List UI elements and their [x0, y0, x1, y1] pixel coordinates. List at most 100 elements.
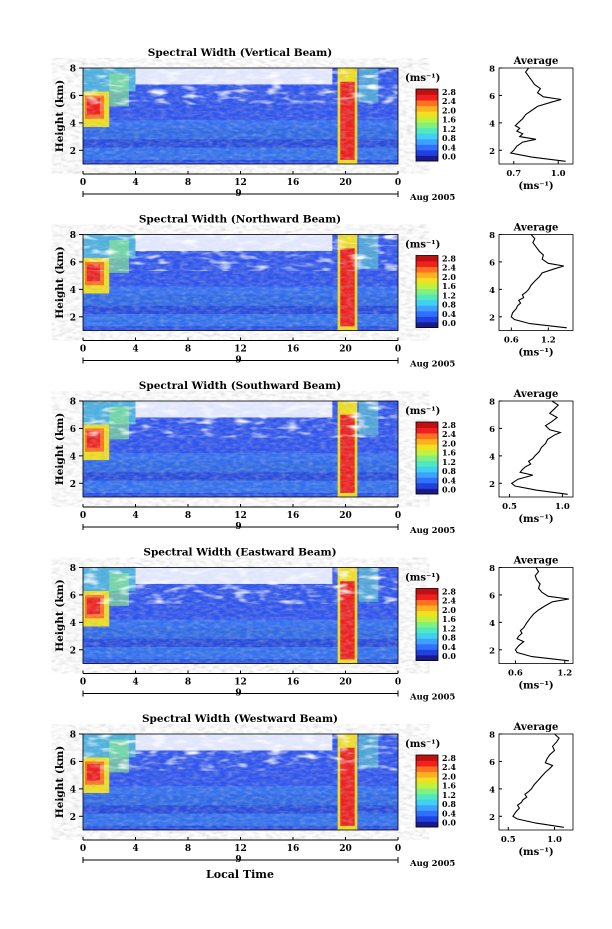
profile-plot: Average 2 4 6 8 0.7 1.0 (ms⁻¹) — [489, 56, 574, 192]
colorbar-tick-label: 0.8 — [442, 799, 456, 809]
colorbar-tick-label: 2.4 — [442, 429, 456, 439]
y-axis-label: Height (km) — [54, 80, 66, 152]
y-tick-label: 6 — [70, 425, 76, 435]
colorbar-swatch — [416, 810, 438, 817]
x-tick-label: 4 — [132, 178, 138, 188]
date-label: 9 — [235, 189, 241, 199]
colorbar-swatch — [416, 610, 438, 617]
colorbar: 2.82.42.01.61.20.80.40.0 — [415, 420, 456, 495]
colorbar-swatch — [416, 760, 438, 767]
colorbar-swatch — [416, 477, 438, 484]
x-axis-label: Local Time — [206, 868, 274, 881]
profile-unit-label: (ms⁻¹) — [518, 847, 553, 858]
x-tick-label: 8 — [185, 678, 191, 688]
profile-frame — [498, 567, 574, 664]
colorbar-tick-label: 1.2 — [442, 290, 456, 300]
colorbar-tick-label: 2.0 — [442, 771, 456, 781]
colorbar-tick-label: 2.8 — [442, 87, 456, 97]
panel-title: Spectral Width (Westward Beam) — [142, 713, 338, 725]
colorbar-tick-label: 2.8 — [442, 254, 456, 264]
colorbar: 2.82.42.01.61.20.80.40.0 — [415, 753, 456, 828]
colorbar-tick-label: 0.0 — [442, 485, 456, 495]
colorbar-swatch — [416, 616, 438, 623]
profile-unit-label: (ms⁻¹) — [518, 681, 553, 692]
profile-x-tick-label: 1.0 — [555, 502, 570, 512]
profile-line — [512, 733, 564, 828]
profile-y-tick-label: 4 — [489, 452, 495, 462]
colorbar-swatch — [416, 277, 438, 284]
panel-3: Spectral Width (Southward Beam) 2 4 6 8 Heigh… — [54, 380, 574, 536]
profile-y-tick-label: 4 — [489, 119, 495, 129]
colorbar-swatch — [416, 122, 438, 129]
profile-x-tick-label: 0.5 — [501, 835, 516, 845]
panel-5: Spectral Width (Westward Beam) 2 4 6 8 Height… — [54, 713, 574, 869]
profile-y-tick-label: 4 — [489, 619, 495, 629]
colorbar-tick-label: 0.0 — [442, 818, 456, 828]
colorbar-tick-label: 1.2 — [442, 124, 456, 134]
upper-gap — [135, 234, 333, 251]
y-axis-label: Height (km) — [54, 413, 66, 485]
colorbar-swatch — [416, 627, 438, 634]
profile-y-tick-label: 2 — [489, 646, 495, 656]
x-tick-label: 0 — [395, 511, 401, 521]
heatmap — [82, 733, 399, 831]
heatmap — [82, 400, 399, 498]
colorbar-swatch — [416, 777, 438, 784]
profile-frame — [498, 234, 574, 331]
colorbar-tick-label: 1.6 — [442, 781, 456, 791]
colorbar-swatch — [416, 116, 438, 123]
heatmap-frame — [82, 733, 399, 831]
profile-title: Average — [513, 722, 559, 733]
heatmap — [82, 67, 399, 165]
x-tick-label: 8 — [185, 511, 191, 521]
month-label: Aug 2005 — [409, 693, 455, 703]
x-tick-label: 16 — [287, 178, 300, 188]
y-tick-label: 4 — [70, 119, 76, 129]
y-tick-label: 2 — [70, 813, 76, 823]
colorbar-tick-label: 1.6 — [442, 281, 456, 291]
colorbar-tick-label: 0.4 — [442, 309, 456, 319]
colorbar-swatch — [416, 100, 438, 107]
upper-gap — [135, 567, 333, 584]
colorbar-unit: (ms⁻¹) — [405, 406, 440, 417]
colorbar-tick-label: 1.6 — [442, 448, 456, 458]
colorbar-swatch — [416, 266, 438, 273]
profile-y-tick-label: 8 — [489, 65, 495, 75]
colorbar-swatch — [416, 105, 438, 112]
colorbar-swatch — [416, 111, 438, 118]
colorbar-swatch — [416, 488, 438, 495]
colorbar-tick-label: 1.2 — [442, 623, 456, 633]
colorbar-unit: (ms⁻¹) — [405, 739, 440, 750]
colorbar-frame — [415, 588, 439, 661]
y-tick-label: 8 — [70, 731, 76, 741]
month-label: Aug 2005 — [409, 360, 455, 370]
x-tick-label: 20 — [339, 844, 352, 854]
colorbar-tick-label: 0.8 — [442, 300, 456, 310]
profile-y-tick-label: 2 — [489, 313, 495, 323]
x-tick-label: 4 — [132, 345, 138, 355]
colorbar-swatch — [416, 294, 438, 301]
x-tick-label: 0 — [80, 511, 86, 521]
y-axis-label: Height (km) — [54, 579, 66, 651]
colorbar-swatch — [416, 771, 438, 778]
x-tick-label: 12 — [234, 844, 247, 854]
month-label: Aug 2005 — [409, 859, 455, 869]
colorbar-swatch — [416, 288, 438, 295]
x-tick-label: 0 — [395, 678, 401, 688]
x-tick-label: 0 — [80, 844, 86, 854]
colorbar-swatch — [416, 766, 438, 773]
colorbar-swatch — [416, 654, 438, 661]
colorbar-tick-label: 0.8 — [442, 633, 456, 643]
colorbar-unit: (ms⁻¹) — [405, 240, 440, 251]
x-tick-label: 20 — [339, 511, 352, 521]
colorbar-swatch — [416, 815, 438, 822]
colorbar-swatch — [416, 449, 438, 456]
panel-title: Spectral Width (Southward Beam) — [139, 380, 341, 392]
profile-x-tick-label: 0.6 — [508, 669, 523, 679]
panel-4: Spectral Width (Eastward Beam) 2 4 6 8 Height… — [54, 547, 574, 703]
y-tick-label: 2 — [70, 646, 76, 656]
x-tick-label: 12 — [234, 678, 247, 688]
